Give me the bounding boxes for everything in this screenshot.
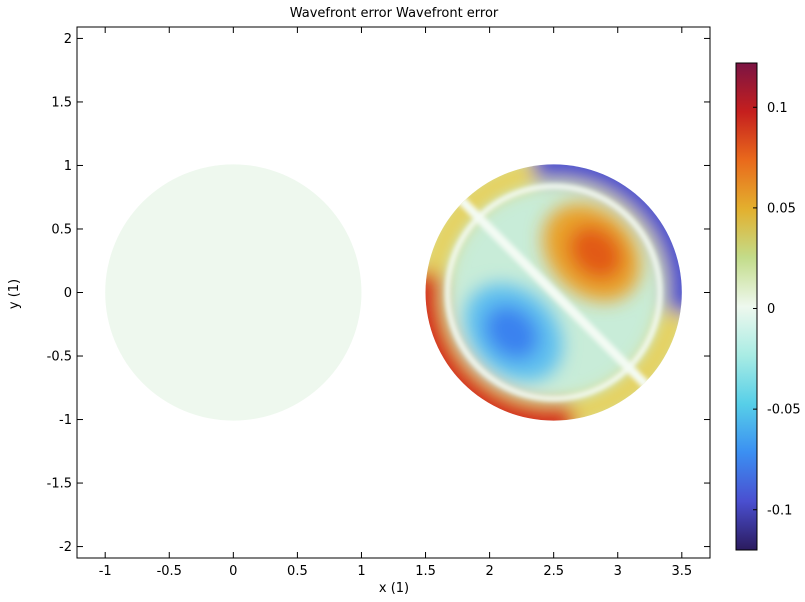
x-tick-label: 2.5 xyxy=(543,564,564,579)
y-tick-label: -2 xyxy=(59,540,72,555)
y-tick-label: -1.5 xyxy=(47,477,72,492)
x-tick-label: 0 xyxy=(229,564,237,579)
x-axis-label: x (1) xyxy=(379,581,409,596)
x-tick-label: 0.5 xyxy=(287,564,308,579)
chart-title: Wavefront error Wavefront error xyxy=(290,6,499,21)
x-tick-label: -1 xyxy=(99,564,112,579)
disk-reference xyxy=(105,164,362,421)
y-axis: 2 1.5 1 0.5 0 -0.5 -1 -1.5 -2 xyxy=(47,32,710,555)
colorbar-tick-label: -0.05 xyxy=(767,403,801,418)
y-tick-label: 0.5 xyxy=(51,222,72,237)
colorbar-tick-label: 0.1 xyxy=(767,101,788,116)
x-axis: -1 -0.5 0 0.5 1 1.5 2 2.5 3 3.5 xyxy=(99,27,692,579)
colorbar-tick-label: -0.1 xyxy=(767,503,792,518)
y-tick-label: 1 xyxy=(64,159,72,174)
x-tick-label: 3.5 xyxy=(671,564,692,579)
x-tick-label: 2 xyxy=(485,564,493,579)
y-tick-label: 1.5 xyxy=(51,95,72,110)
colorbar-tick-label: 0.05 xyxy=(767,201,796,216)
disk-aberrated xyxy=(425,164,682,421)
x-tick-label: -0.5 xyxy=(157,564,182,579)
y-axis-label: y (1) xyxy=(7,279,22,309)
x-tick-label: 1.5 xyxy=(415,564,436,579)
plot-area xyxy=(76,26,711,559)
colorbar-gradient xyxy=(735,62,758,551)
x-tick-label: 3 xyxy=(614,564,622,579)
y-tick-label: 0 xyxy=(64,286,72,301)
x-tick-label: 1 xyxy=(357,564,365,579)
y-tick-label: -0.5 xyxy=(47,350,72,365)
colorbar: 0.1 0.05 0 -0.05 -0.1 xyxy=(735,62,801,551)
colorbar-tick-label: 0 xyxy=(767,302,775,317)
y-tick-label: 2 xyxy=(64,32,72,47)
y-tick-label: -1 xyxy=(59,413,72,428)
